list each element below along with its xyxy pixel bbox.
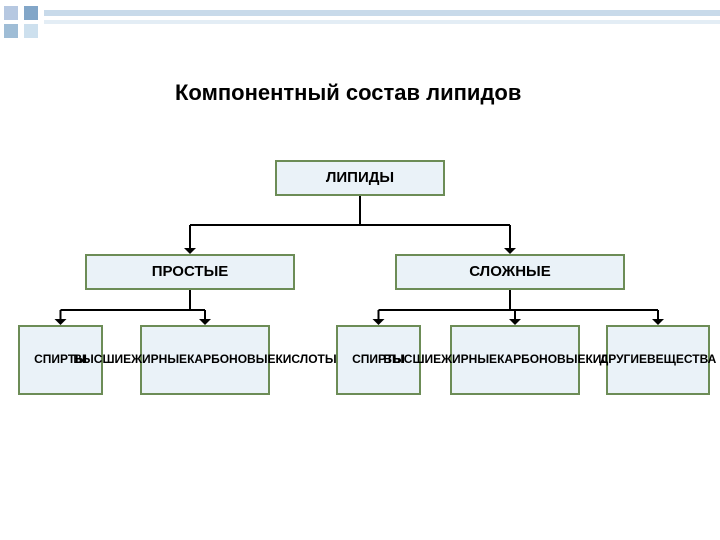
node-root: ЛИПИДЫ <box>275 160 445 196</box>
decor-square-3 <box>4 24 18 38</box>
decor-square-4 <box>24 24 38 38</box>
diagram-canvas: Компонентный состав липидов ЛИПИДЫ ПРОСТЫ… <box>0 0 720 540</box>
node-leaf-1: ВЫСШИЕЖИРНЫЕКАРБОНОВЫЕКИСЛОТЫ <box>140 325 270 395</box>
decor-bar-1 <box>44 10 720 16</box>
decor-bar-2 <box>44 20 720 24</box>
node-complex: СЛОЖНЫЕ <box>395 254 625 290</box>
decor-square-1 <box>4 6 18 20</box>
node-simple: ПРОСТЫЕ <box>85 254 295 290</box>
diagram-title: Компонентный состав липидов <box>175 80 521 106</box>
node-leaf-3: ВЫСШИЕЖИРНЫЕКАРБОНОВЫЕКИСЛОТЫ <box>450 325 580 395</box>
decor-square-2 <box>24 6 38 20</box>
node-leaf-4: ДРУГИЕВЕЩЕСТВА <box>606 325 710 395</box>
